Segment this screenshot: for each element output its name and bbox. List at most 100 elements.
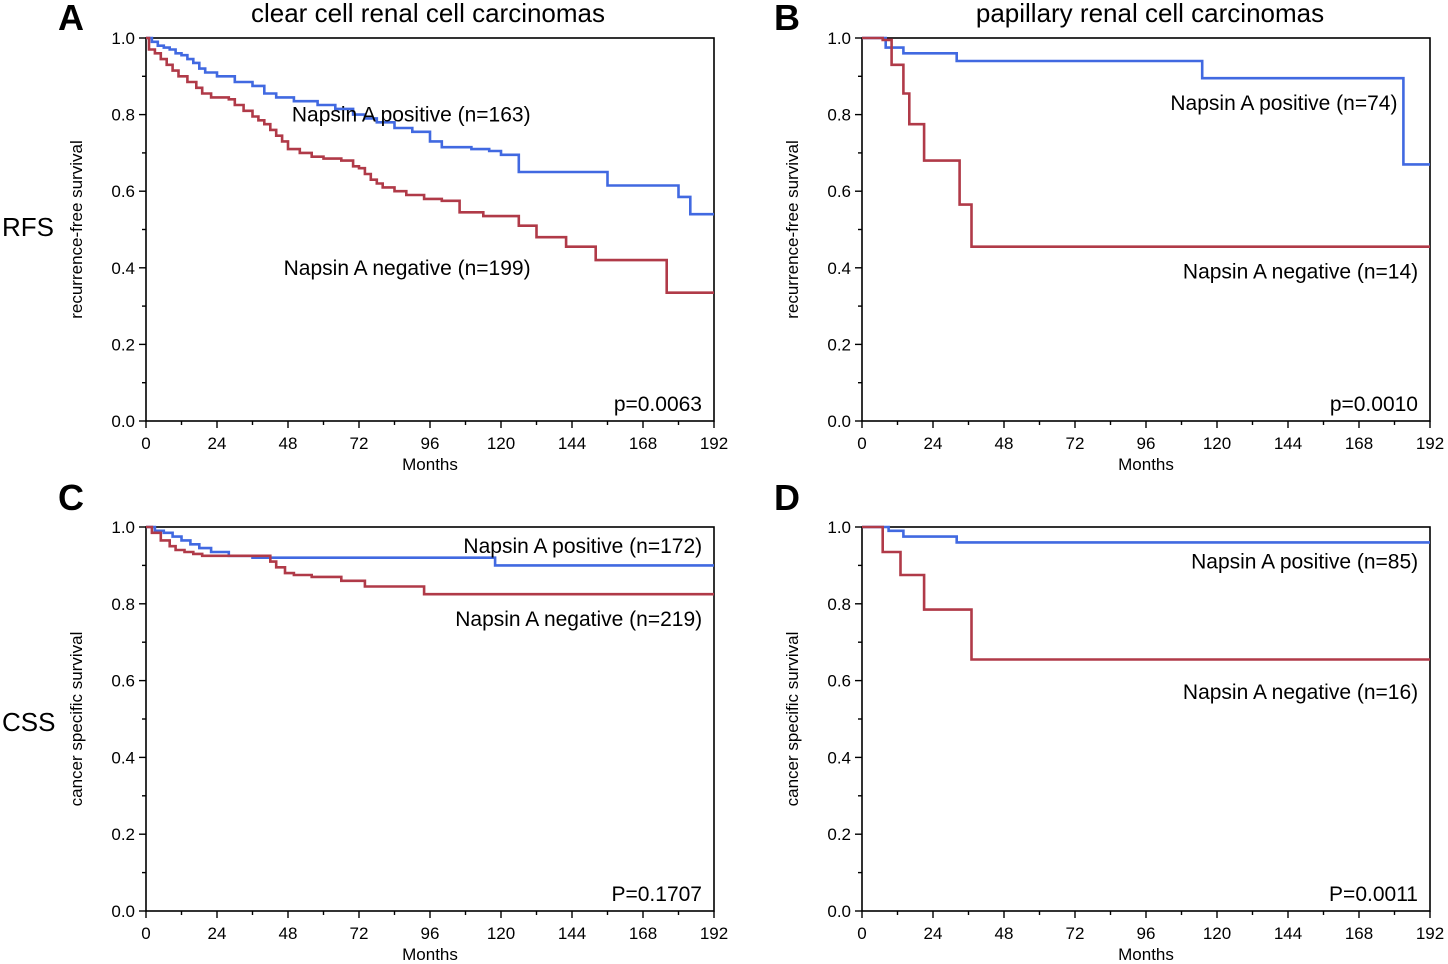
x-tick-label-d: 48 [995, 924, 1014, 943]
panel-b: B 0.0 0.2 0.4 0.6 0.8 1.0 0 24 48 72 96 120 144 168 192… [774, 0, 1444, 474]
y-tick-label-a: 1.0 [111, 29, 135, 48]
y-tick-label-d: 0.0 [827, 902, 851, 921]
x-tick-label-c: 120 [487, 924, 515, 943]
p-value-a: p=0.0063 [614, 393, 702, 416]
x-tick-label-d: 24 [924, 924, 943, 943]
panel-a: A 0.0 0.2 0.4 0.6 0.8 1.0 0 24 48 72 96 120 144 168 192… [58, 0, 728, 474]
y-tick-label-c: 0.2 [111, 825, 135, 844]
y-axis-title-b: recurrence-free survival [783, 140, 802, 319]
panels: A 0.0 0.2 0.4 0.6 0.8 1.0 0 24 48 72 96 120 144 168 192… [58, 0, 1444, 964]
y-tick-label-a: 0.2 [111, 335, 135, 354]
y-tick-label-b: 0.8 [827, 106, 851, 125]
survival-curve-positive-d [862, 525, 1430, 544]
x-tick-label-d: 120 [1203, 924, 1231, 943]
y-tick-label-a: 0.0 [111, 412, 135, 431]
y-tick-label-c: 0.4 [111, 748, 135, 767]
x-tick-label-a: 168 [629, 434, 657, 453]
y-tick-label-a: 0.8 [111, 106, 135, 125]
y-tick-label-c: 0.8 [111, 595, 135, 614]
x-tick-label-c: 24 [208, 924, 227, 943]
y-tick-label-d: 0.6 [827, 672, 851, 691]
x-tick-label-a: 120 [487, 434, 515, 453]
y-axis-title-d: cancer specific survival [783, 632, 802, 807]
x-tick-label-c: 48 [279, 924, 298, 943]
series-label-c-1: Napsin A negative (n=219) [455, 608, 702, 631]
x-tick-label-b: 48 [995, 434, 1014, 453]
y-tick-label-a: 0.4 [111, 259, 135, 278]
x-tick-label-b: 0 [857, 434, 866, 453]
y-tick-label-a: 0.6 [111, 182, 135, 201]
y-tick-label-d: 1.0 [827, 518, 851, 537]
y-axis-title-c: cancer specific survival [67, 632, 86, 807]
series-label-b-1: Napsin A negative (n=14) [1183, 261, 1418, 284]
row-label-css: CSS [2, 707, 55, 737]
survival-curve-negative-c [146, 525, 714, 596]
plot-frame-a [145, 37, 715, 422]
y-tick-label-c: 0.0 [111, 902, 135, 921]
plot-frame-c [145, 526, 715, 912]
x-tick-label-d: 192 [1416, 924, 1444, 943]
x-tick-label-b: 168 [1345, 434, 1373, 453]
series-label-a-1: Napsin A negative (n=199) [284, 257, 531, 280]
x-tick-label-c: 192 [700, 924, 728, 943]
survival-curve-positive-c [146, 525, 714, 567]
y-tick-label-b: 0.0 [827, 412, 851, 431]
x-tick-label-b: 120 [1203, 434, 1231, 453]
survival-curve-negative-d [862, 525, 1430, 661]
x-tick-label-a: 144 [558, 434, 586, 453]
x-tick-label-b: 72 [1066, 434, 1085, 453]
x-tick-label-a: 48 [279, 434, 298, 453]
x-tick-label-a: 96 [421, 434, 440, 453]
survival-curve-positive-a [146, 36, 714, 216]
x-tick-label-d: 96 [1137, 924, 1156, 943]
x-tick-label-c: 96 [421, 924, 440, 943]
x-tick-label-d: 0 [857, 924, 866, 943]
plot-frame-d [861, 526, 1431, 912]
y-tick-label-d: 0.2 [827, 825, 851, 844]
y-tick-label-d: 0.8 [827, 595, 851, 614]
x-tick-label-a: 24 [208, 434, 227, 453]
series-label-c-0: Napsin A positive (n=172) [463, 535, 702, 558]
x-tick-label-c: 168 [629, 924, 657, 943]
series-label-d-0: Napsin A positive (n=85) [1191, 551, 1418, 574]
x-tick-label-b: 96 [1137, 434, 1156, 453]
x-tick-label-a: 192 [700, 434, 728, 453]
column-title-clear-cell: clear cell renal cell carcinomas [251, 0, 605, 28]
series-label-a-0: Napsin A positive (n=163) [292, 104, 531, 127]
p-value-b: p=0.0010 [1330, 393, 1418, 416]
series-label-d-1: Napsin A negative (n=16) [1183, 681, 1418, 704]
survival-curve-negative-a [146, 36, 714, 294]
x-tick-label-a: 72 [350, 434, 369, 453]
panel-letter-d: D [774, 477, 800, 518]
x-axis-title-a: Months [402, 455, 458, 474]
x-tick-label-b: 192 [1416, 434, 1444, 453]
x-tick-label-d: 144 [1274, 924, 1302, 943]
y-tick-label-b: 0.2 [827, 335, 851, 354]
x-axis-title-c: Months [402, 945, 458, 964]
x-tick-label-a: 0 [141, 434, 150, 453]
series-label-b-0: Napsin A positive (n=74) [1170, 92, 1397, 115]
p-value-d: P=0.0011 [1329, 883, 1418, 906]
survival-curve-negative-b [862, 36, 1430, 248]
y-axis-title-a: recurrence-free survival [67, 140, 86, 319]
x-tick-label-c: 0 [141, 924, 150, 943]
x-tick-label-d: 72 [1066, 924, 1085, 943]
survival-curve-positive-b [862, 36, 1430, 166]
x-tick-label-c: 72 [350, 924, 369, 943]
y-tick-label-d: 0.4 [827, 748, 851, 767]
x-tick-label-d: 168 [1345, 924, 1373, 943]
y-tick-label-c: 0.6 [111, 672, 135, 691]
x-axis-title-b: Months [1118, 455, 1174, 474]
y-tick-label-b: 0.4 [827, 259, 851, 278]
y-tick-label-b: 0.6 [827, 182, 851, 201]
x-tick-label-c: 144 [558, 924, 586, 943]
panel-d: D 0.0 0.2 0.4 0.6 0.8 1.0 0 24 48 72 96 120 144 168 192… [774, 477, 1444, 964]
x-tick-label-b: 144 [1274, 434, 1302, 453]
column-title-papillary: papillary renal cell carcinomas [976, 0, 1324, 28]
x-axis-title-d: Months [1118, 945, 1174, 964]
panel-letter-c: C [58, 477, 84, 518]
panel-letter-a: A [58, 0, 84, 38]
row-label-rfs: RFS [2, 212, 54, 242]
p-value-c: P=0.1707 [611, 883, 702, 906]
